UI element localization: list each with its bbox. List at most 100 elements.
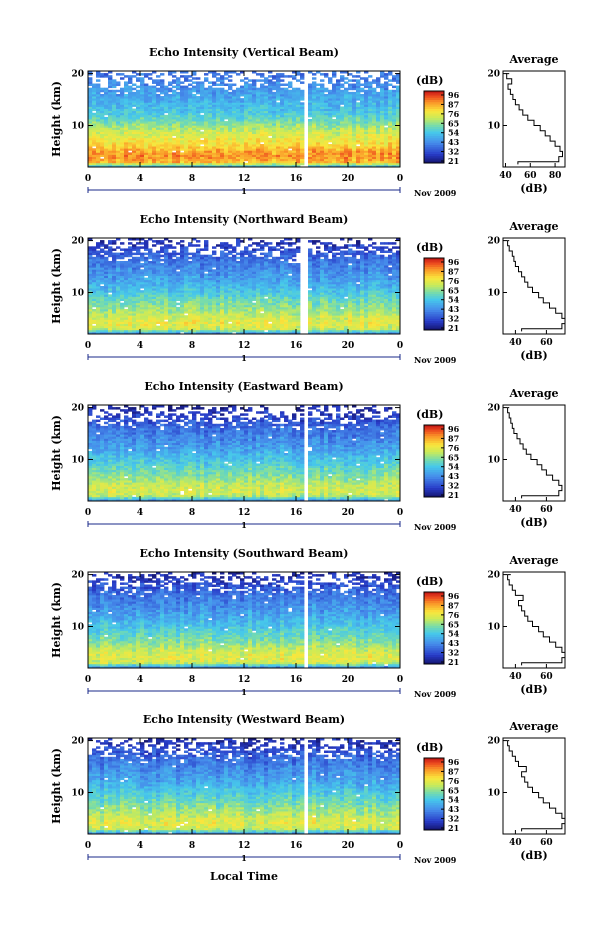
heatmap-cell (372, 146, 377, 149)
heatmap-cell (356, 160, 361, 164)
heatmap-cell (356, 116, 361, 120)
heatmap-cell (228, 156, 233, 160)
heatmap-cell (188, 133, 193, 137)
heatmap-cell (112, 292, 117, 295)
heatmap-cell (116, 93, 121, 97)
heatmap-cell (120, 108, 125, 112)
heatmap-cell (312, 162, 317, 166)
heatmap-cell (364, 162, 369, 166)
heatmap-cell (88, 267, 93, 270)
heatmap-cell (104, 267, 109, 270)
heatmap-cell (148, 125, 153, 128)
heatmap-cell (384, 89, 389, 93)
heatmap-cell (236, 89, 241, 93)
heatmap-cell (116, 89, 121, 93)
heatmap-cell (104, 75, 109, 78)
heatmap-cell (280, 108, 285, 112)
heatmap-cell (128, 98, 133, 101)
heatmap-cell (332, 131, 337, 135)
heatmap-cell (200, 135, 205, 139)
heatmap-cell (336, 102, 341, 105)
heatmap-cell (372, 160, 377, 164)
heatmap-cell (284, 108, 289, 112)
heatmap-cell (388, 89, 393, 93)
x-tick-label: 20 (342, 174, 355, 184)
heatmap-cell (212, 129, 217, 132)
heatmap-cell (136, 125, 141, 128)
heatmap-cell (156, 152, 161, 155)
heatmap-cell (184, 116, 189, 120)
heatmap-cell (236, 102, 241, 105)
heatmap-cell (216, 156, 221, 160)
heatmap-cell (352, 144, 357, 147)
heatmap-cell (360, 119, 365, 122)
heatmap-cell (108, 112, 113, 116)
heatmap-cell (208, 71, 213, 74)
heatmap-cell (316, 96, 321, 99)
heatmap-cell (92, 300, 97, 304)
heatmap-cell (368, 123, 373, 126)
heatmap-cell (200, 100, 205, 103)
heatmap-cell (352, 85, 357, 89)
heatmap-cell (300, 133, 305, 137)
heatmap-cell (276, 102, 281, 105)
heatmap-cell (392, 98, 397, 101)
heatmap-cell (188, 256, 193, 260)
heatmap-cell (384, 102, 389, 105)
heatmap-cell (292, 156, 297, 160)
heatmap-cell (324, 156, 329, 160)
heatmap-cell (212, 139, 217, 143)
x-tick-label: 0 (85, 174, 91, 184)
heatmap-cell (152, 252, 157, 256)
heatmap-cell (104, 102, 109, 105)
heatmap-cell (280, 137, 285, 141)
heatmap-cell (128, 133, 133, 137)
heatmap-cell (112, 325, 117, 329)
heatmap-cell (124, 144, 129, 147)
heatmap-cell (396, 91, 401, 95)
heatmap-cell (236, 98, 241, 101)
heatmap-cell (220, 242, 225, 245)
heatmap-cell (280, 114, 285, 118)
heatmap-cell (244, 148, 249, 151)
heatmap (88, 238, 401, 335)
heatmap-cell (268, 98, 273, 101)
heatmap-cell (92, 102, 97, 105)
heatmap-cell (116, 114, 121, 118)
heatmap-cell (140, 252, 145, 256)
heatmap-cell (128, 100, 133, 103)
heatmap-cell (384, 144, 389, 147)
heatmap-cell (380, 83, 385, 87)
heatmap-cell (360, 146, 365, 149)
heatmap-cell (376, 121, 381, 124)
heatmap-cell (260, 162, 265, 166)
heatmap-cell (232, 135, 237, 139)
heatmap-cell (308, 87, 313, 91)
heatmap-cell (156, 125, 161, 128)
heatmap-cell (104, 321, 109, 324)
heatmap-cell (120, 125, 125, 128)
heatmap-cell (212, 146, 217, 149)
heatmap-cell (120, 119, 125, 122)
heatmap-cell (208, 102, 213, 105)
heatmap-cell (368, 131, 373, 135)
heatmap-cell (132, 102, 137, 105)
heatmap-cell (104, 91, 109, 95)
heatmap-cell (104, 302, 109, 306)
heatmap-cell (104, 319, 109, 322)
heatmap-cell (276, 116, 281, 120)
heatmap-cell (148, 87, 153, 91)
heatmap-cell (376, 162, 381, 166)
heatmap-cell (96, 296, 101, 299)
heatmap-cell (160, 87, 165, 91)
heatmap-cell (268, 131, 273, 135)
heatmap-cell (188, 146, 193, 149)
heatmap-cell (120, 106, 125, 109)
heatmap-cell (184, 133, 189, 137)
heatmap-cell (120, 112, 125, 116)
heatmap-cell (88, 108, 93, 112)
heatmap-cell (328, 81, 333, 84)
heatmap-cell (392, 156, 397, 160)
heatmap-cell (176, 139, 181, 143)
heatmap-cell (180, 75, 185, 78)
